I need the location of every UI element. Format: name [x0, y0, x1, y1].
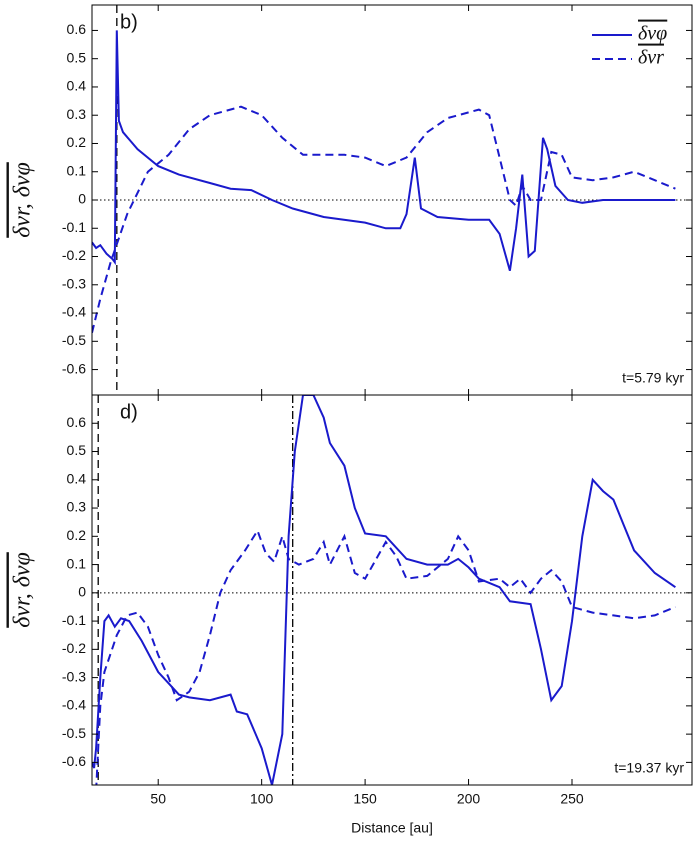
y-tick-label: 0.5 [67, 442, 87, 458]
x-axis-label: Distance [au] [351, 820, 433, 836]
plot-area [92, 5, 692, 395]
y-tick-label: -0.4 [62, 697, 86, 713]
y-tick-label: 0.4 [67, 470, 87, 486]
y-tick-label: -0.2 [62, 247, 86, 263]
y-tick-label: -0.4 [62, 304, 86, 320]
y-tick-label: 0.1 [67, 555, 87, 571]
y-tick-label: -0.1 [62, 612, 86, 628]
y-tick-label: -0.1 [62, 219, 86, 235]
y-tick-label: 0 [78, 584, 86, 600]
y-tick-label: 0.6 [67, 21, 87, 37]
y-tick-label: 0.2 [67, 134, 87, 150]
y-tick-label: 0 [78, 191, 86, 207]
y-tick-label: -0.6 [62, 360, 86, 376]
panel-label: b) [120, 11, 138, 33]
y-tick-label: -0.3 [62, 668, 86, 684]
y-tick-label: 0.3 [67, 106, 87, 122]
x-tick-label: 100 [250, 791, 274, 807]
y-tick-label: -0.2 [62, 640, 86, 656]
x-tick-label: 150 [353, 791, 377, 807]
y-tick-label: -0.3 [62, 275, 86, 291]
series-line [92, 105, 676, 334]
annotation: t=5.79 kyr [622, 370, 684, 386]
panel-label: d) [120, 401, 138, 423]
series-line [92, 395, 676, 785]
series-line [95, 528, 676, 785]
series-line [92, 30, 676, 271]
x-tick-label: 250 [560, 791, 584, 807]
y-tick-label: -0.6 [62, 753, 86, 769]
y-tick-label: -0.5 [62, 725, 86, 741]
y-axis-label: δvr, δvφ [10, 162, 36, 238]
y-tick-label: 0.5 [67, 49, 87, 65]
plot-area [92, 395, 692, 785]
legend-label: δvφ [638, 23, 667, 45]
x-tick-label: 50 [150, 791, 166, 807]
annotation: t=19.37 kyr [614, 760, 684, 776]
y-tick-label: 0.2 [67, 527, 87, 543]
y-tick-label: -0.5 [62, 332, 86, 348]
y-axis-label: δvr, δvφ [10, 552, 36, 628]
x-tick-label: 200 [457, 791, 481, 807]
y-tick-label: 0.6 [67, 414, 87, 430]
axes-frame [91, 394, 693, 786]
legend-label: δvr [638, 47, 664, 69]
y-tick-label: 0.3 [67, 499, 87, 515]
y-tick-label: 0.4 [67, 78, 87, 94]
y-tick-label: 0.1 [67, 162, 87, 178]
